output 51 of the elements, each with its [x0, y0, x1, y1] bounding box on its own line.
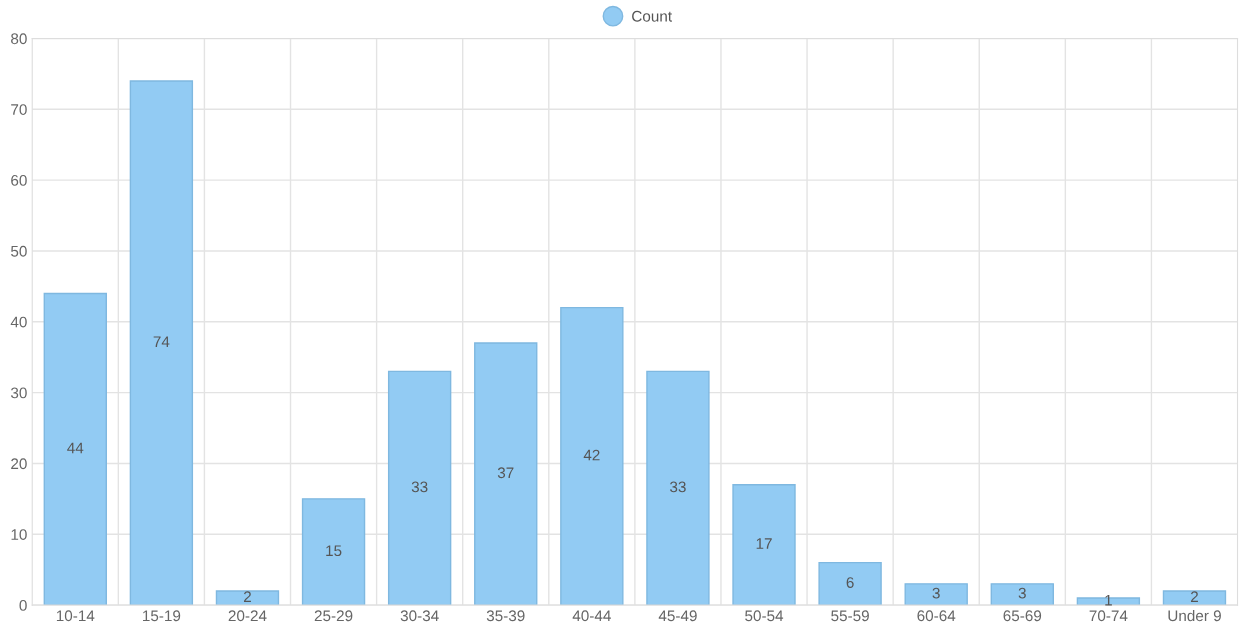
data-label: 2	[243, 591, 251, 602]
data-label: 6	[846, 577, 854, 588]
x-tick-label: 20-24	[228, 610, 267, 622]
y-tick-label: 60	[11, 174, 27, 186]
data-label: 2	[1190, 591, 1198, 602]
data-label: 3	[932, 587, 940, 599]
x-tick-label: 70-74	[1089, 610, 1128, 622]
x-tick-label: 50-54	[745, 610, 784, 622]
bar	[646, 370, 710, 606]
bar	[301, 498, 366, 606]
data-label: 15	[326, 545, 342, 557]
data-label: 33	[411, 481, 428, 493]
legend-label: Count	[632, 10, 672, 22]
data-label: 1	[1105, 595, 1112, 606]
x-tick-label: 35-39	[486, 610, 525, 622]
x-tick-label: 60-64	[917, 610, 956, 622]
y-tick-label: 40	[10, 316, 27, 328]
y-tick-label: 10	[11, 529, 27, 540]
data-label: 44	[67, 442, 84, 454]
y-tick-label: 80	[11, 33, 27, 45]
bar	[474, 342, 538, 606]
x-tick-label: 15-19	[143, 610, 181, 622]
x-tick-label: 30-34	[400, 610, 439, 622]
bar	[732, 483, 796, 606]
x-tick-label: Under 9	[1168, 609, 1221, 622]
data-label: 74	[153, 336, 170, 347]
x-tick-label: 40-44	[572, 610, 611, 622]
y-tick-label: 0	[19, 599, 27, 611]
bar	[818, 561, 882, 606]
y-tick-label: 50	[11, 245, 27, 257]
data-label: 33	[670, 481, 686, 493]
bar	[387, 370, 452, 606]
bar	[1162, 590, 1227, 606]
data-label: 3	[1018, 587, 1026, 599]
bar	[215, 590, 280, 606]
y-tick-label: 30	[10, 387, 27, 399]
bar	[43, 292, 107, 606]
data-label: 17	[756, 538, 772, 549]
y-tick-label: 20	[11, 458, 27, 470]
x-tick-label: 45-49	[658, 610, 697, 622]
y-tick-label: 70	[11, 104, 27, 115]
bar	[560, 306, 624, 606]
bar	[129, 80, 194, 606]
data-label: 42	[583, 449, 600, 461]
x-tick-label: 25-29	[314, 610, 353, 622]
data-label: 37	[497, 467, 514, 479]
x-tick-label: 10-14	[56, 610, 95, 622]
bar	[990, 583, 1054, 606]
x-tick-label: 55-59	[831, 610, 869, 622]
x-tick-label: 65-69	[1003, 610, 1042, 622]
bar	[904, 583, 968, 606]
